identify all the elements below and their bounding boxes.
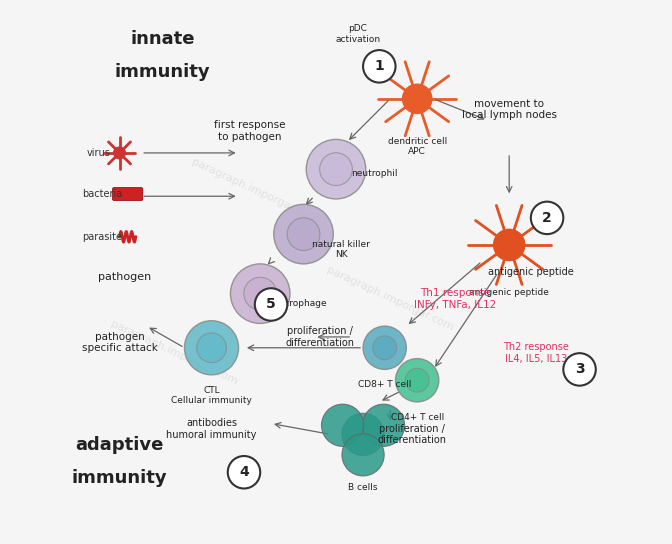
Text: adaptive: adaptive xyxy=(75,436,164,454)
Circle shape xyxy=(287,218,320,250)
Circle shape xyxy=(197,333,226,363)
Text: 3: 3 xyxy=(575,362,585,376)
Text: proliferation /
differentiation: proliferation / differentiation xyxy=(377,424,446,445)
Text: CD4+ T cell: CD4+ T cell xyxy=(390,413,444,422)
Circle shape xyxy=(274,205,333,264)
Circle shape xyxy=(363,50,396,83)
Text: 1: 1 xyxy=(374,59,384,73)
Text: dendritic cell
APC: dendritic cell APC xyxy=(388,137,447,156)
Text: virus: virus xyxy=(87,148,111,158)
Circle shape xyxy=(230,264,290,324)
Circle shape xyxy=(531,202,563,234)
Text: pDC
activation: pDC activation xyxy=(335,24,380,44)
Text: pathogen
specific attack: pathogen specific attack xyxy=(81,331,157,353)
Circle shape xyxy=(306,139,366,199)
Text: 5: 5 xyxy=(266,298,276,312)
Text: pathogen: pathogen xyxy=(98,273,152,282)
Text: Th2 response
IL4, IL5, IL13: Th2 response IL4, IL5, IL13 xyxy=(503,342,569,364)
Text: natural killer
NK: natural killer NK xyxy=(312,239,370,259)
Circle shape xyxy=(114,147,126,159)
Circle shape xyxy=(494,230,525,261)
Text: bacteria: bacteria xyxy=(81,189,122,199)
Text: neutrophil: neutrophil xyxy=(351,169,397,178)
Text: antibodies
humoral immunity: antibodies humoral immunity xyxy=(167,418,257,440)
Circle shape xyxy=(255,288,288,321)
Text: immunity: immunity xyxy=(72,469,167,487)
Text: CD8+ T cell: CD8+ T cell xyxy=(358,380,411,390)
Text: paragraph.imporgar.com: paragraph.imporgar.com xyxy=(190,157,320,225)
Circle shape xyxy=(244,277,277,310)
Text: paragraph.imporgar.com: paragraph.imporgar.com xyxy=(325,265,455,333)
FancyBboxPatch shape xyxy=(112,188,142,201)
Text: antigenic peptide: antigenic peptide xyxy=(469,288,549,297)
Circle shape xyxy=(342,434,384,476)
Text: immunity: immunity xyxy=(115,63,210,81)
Circle shape xyxy=(363,326,407,369)
Text: innate: innate xyxy=(130,30,195,48)
Circle shape xyxy=(403,84,432,113)
Text: antigenic peptide: antigenic peptide xyxy=(488,267,574,277)
Circle shape xyxy=(320,153,352,186)
Text: movement to
local lymph nodes: movement to local lymph nodes xyxy=(462,99,556,120)
Text: 2: 2 xyxy=(542,211,552,225)
Text: macrophage: macrophage xyxy=(269,299,327,308)
Circle shape xyxy=(342,413,384,455)
Text: parasite: parasite xyxy=(81,232,122,242)
Circle shape xyxy=(228,456,260,489)
Circle shape xyxy=(321,404,364,447)
Text: Th1 response
INFy, TNFa, IL12: Th1 response INFy, TNFa, IL12 xyxy=(414,288,496,310)
Text: proliferation /
differentiation: proliferation / differentiation xyxy=(285,326,354,348)
Text: paragraph.imporgar.com: paragraph.imporgar.com xyxy=(109,319,239,387)
Circle shape xyxy=(563,353,596,386)
Circle shape xyxy=(405,368,429,392)
Text: first response
to pathogen: first response to pathogen xyxy=(214,120,285,142)
Circle shape xyxy=(373,336,396,360)
Text: CTL
Cellular immunity: CTL Cellular immunity xyxy=(171,386,252,405)
Circle shape xyxy=(362,404,405,447)
Text: B cells: B cells xyxy=(348,483,378,492)
Circle shape xyxy=(184,321,239,375)
Text: 4: 4 xyxy=(239,465,249,479)
Circle shape xyxy=(396,358,439,402)
